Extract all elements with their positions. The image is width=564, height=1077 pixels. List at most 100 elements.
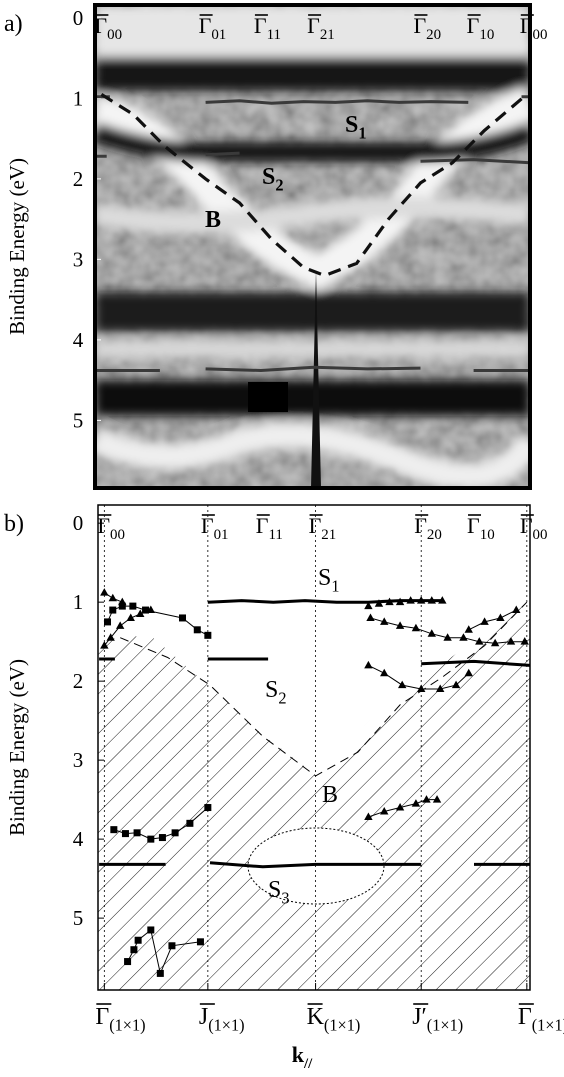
triangle-marker bbox=[126, 613, 135, 621]
triangle-marker bbox=[475, 637, 484, 645]
top-label-sub: 10 bbox=[479, 27, 494, 43]
triangle-marker bbox=[436, 684, 445, 693]
square-marker bbox=[110, 826, 118, 834]
triangle-marker bbox=[380, 806, 389, 815]
top-label: Γ01 bbox=[199, 13, 227, 43]
square-marker bbox=[104, 618, 112, 626]
top-label-main: Γ bbox=[307, 13, 320, 38]
top-label: Γ21 bbox=[309, 513, 337, 543]
y-tick-label: 3 bbox=[73, 748, 84, 772]
square-marker bbox=[118, 602, 126, 610]
annotation-sub: 1 bbox=[358, 124, 366, 143]
annotation-main: S bbox=[252, 380, 265, 406]
top-label-main: Γ bbox=[413, 13, 426, 38]
frame bbox=[93, 3, 532, 490]
top-label-sub: 21 bbox=[320, 27, 335, 43]
top-label: Γ10 bbox=[467, 13, 495, 43]
y-axis-title: Binding Energy (eV) bbox=[5, 158, 29, 335]
square-marker bbox=[156, 969, 164, 977]
square-marker bbox=[130, 946, 138, 954]
x-tick-label-sub: (1×1) bbox=[427, 1016, 463, 1035]
triangle-marker bbox=[443, 633, 452, 641]
triangle-marker bbox=[115, 621, 125, 629]
triangle-marker bbox=[380, 668, 389, 677]
triangle-marker bbox=[427, 629, 436, 637]
top-label-main: Γ bbox=[97, 513, 110, 538]
square-marker bbox=[109, 606, 117, 614]
triangle-marker bbox=[395, 803, 405, 811]
x-tick-label-sub: (1×1) bbox=[109, 1016, 145, 1035]
top-label-sub: 00 bbox=[533, 527, 548, 543]
square-marker bbox=[168, 942, 176, 950]
top-label: Γ10 bbox=[467, 513, 495, 543]
series-line bbox=[95, 365, 530, 373]
annotation: S2 bbox=[265, 677, 287, 708]
annotation-main: S bbox=[262, 164, 275, 190]
series-line bbox=[120, 601, 528, 777]
triangle-marker bbox=[451, 680, 461, 689]
top-label: Γ00 bbox=[520, 13, 548, 43]
top-label-main: Γ bbox=[520, 513, 533, 538]
triangle-marker bbox=[118, 597, 127, 606]
triangle-marker bbox=[395, 621, 405, 629]
top-label-main: Γ bbox=[414, 513, 427, 538]
top-label-main: Γ bbox=[520, 13, 533, 38]
triangle-marker bbox=[385, 597, 394, 606]
top-label-sub: 00 bbox=[110, 527, 125, 543]
y-tick-label: 3 bbox=[73, 247, 84, 271]
y-tick-label: 2 bbox=[73, 669, 84, 693]
x-axis-title-main: k bbox=[292, 1042, 305, 1067]
top-label-main: Γ bbox=[467, 13, 480, 38]
y-tick-label: 0 bbox=[73, 511, 84, 535]
triangle-marker bbox=[506, 637, 516, 645]
y-tick-label: 5 bbox=[73, 408, 84, 432]
top-label: Γ11 bbox=[254, 13, 281, 43]
top-label-sub: 01 bbox=[211, 27, 226, 43]
square-marker bbox=[196, 938, 204, 946]
triangle-marker bbox=[100, 641, 109, 649]
annotation-main: S bbox=[345, 112, 358, 138]
square-marker bbox=[193, 626, 201, 634]
triangle-marker bbox=[364, 660, 373, 669]
top-label-sub: 11 bbox=[267, 27, 281, 43]
triangle-marker bbox=[496, 613, 505, 621]
top-label-sub: 21 bbox=[321, 527, 336, 543]
x-tick-label: K(1×1) bbox=[307, 1004, 361, 1035]
triangle-marker bbox=[464, 668, 473, 677]
annotation: S2 bbox=[262, 164, 284, 195]
triangle-marker bbox=[417, 596, 426, 604]
y-tick-label: 1 bbox=[73, 86, 84, 110]
x-tick-label: J′(1×1) bbox=[412, 1004, 463, 1035]
annotation-main: S bbox=[268, 877, 281, 903]
y-tick-label: 5 bbox=[73, 906, 84, 930]
square-marker bbox=[147, 835, 155, 843]
annotation: B bbox=[322, 782, 338, 808]
square-marker bbox=[171, 829, 179, 837]
x-tick-label: J(1×1) bbox=[199, 1004, 245, 1035]
square-marker bbox=[121, 830, 129, 838]
series-line bbox=[468, 609, 517, 631]
triangle-marker bbox=[364, 812, 373, 821]
y-tick-label: 4 bbox=[73, 827, 84, 851]
intensity-map bbox=[95, 5, 530, 488]
square-marker bbox=[204, 804, 212, 812]
frame bbox=[97, 504, 531, 991]
series-line bbox=[107, 605, 209, 636]
square-marker bbox=[204, 631, 212, 639]
square-marker bbox=[147, 926, 155, 934]
annotation-main: B bbox=[205, 207, 221, 233]
top-label-main: Γ bbox=[199, 13, 212, 38]
square-marker bbox=[133, 829, 141, 837]
triangle-marker bbox=[438, 596, 447, 604]
triangle-marker bbox=[397, 680, 407, 689]
top-label-main: Γ bbox=[94, 13, 107, 38]
triangle-marker bbox=[411, 623, 421, 632]
annotation-sub: 2 bbox=[278, 689, 286, 708]
top-label-sub: 00 bbox=[107, 27, 122, 43]
series-line bbox=[207, 599, 443, 604]
top-label-main: Γ bbox=[201, 513, 214, 538]
annotation-sub: 2 bbox=[275, 176, 283, 195]
